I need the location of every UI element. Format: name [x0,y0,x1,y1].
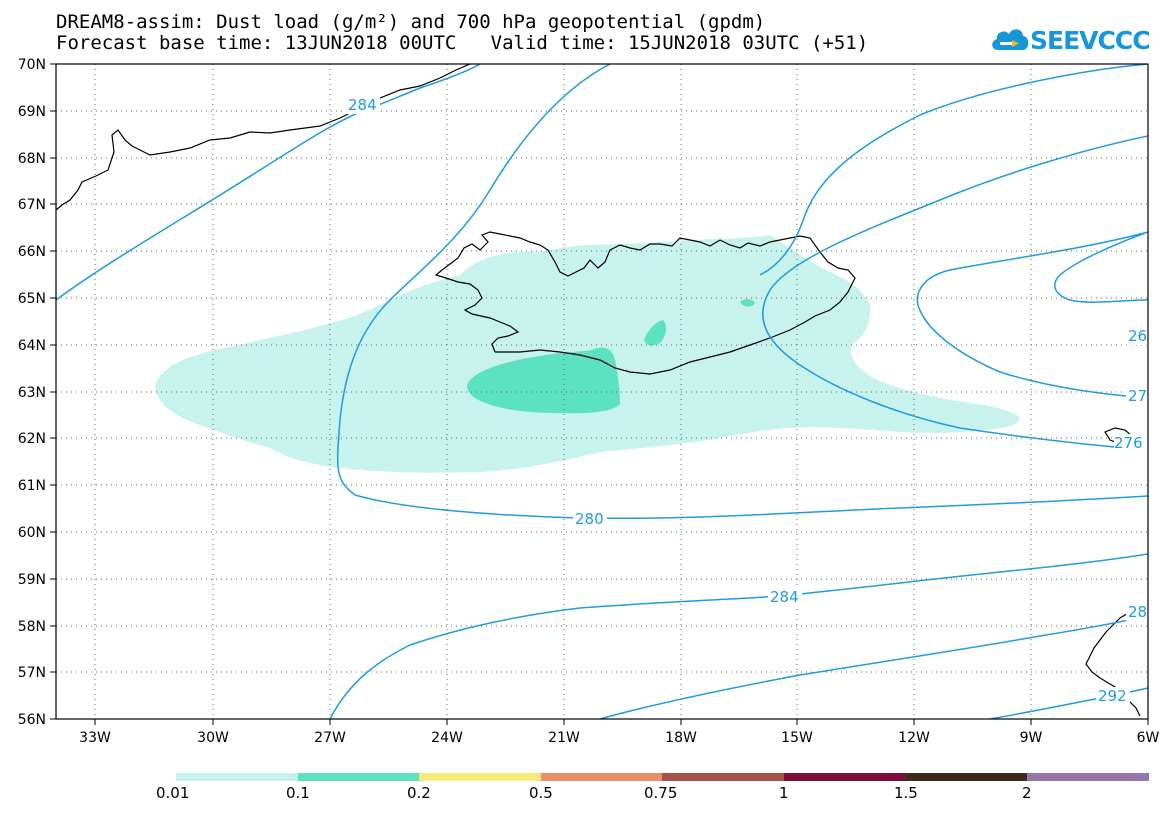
contour-label: 28 [1128,603,1147,621]
title-line-2: Forecast base time: 13JUN2018 00UTC Vali… [56,32,869,54]
lat-label: 67N [18,197,46,213]
lat-label: 69N [18,104,46,120]
lat-label: 59N [18,572,46,588]
lat-label: 63N [18,385,46,401]
colorbar-swatch [784,773,906,781]
colorbar-swatch [176,773,298,781]
contour-label: 280 [575,510,604,528]
lon-label: 21W [548,730,580,746]
logo-text: SEEVCCC [1030,26,1151,55]
contour-272-line [762,135,1148,451]
lat-label: 70N [18,57,46,73]
lon-label: 12W [898,730,930,746]
lat-label: 68N [18,151,46,167]
contour-276b-line [759,64,1148,276]
longitude-labels: 33W 30W 27W 24W 21W 18W 15W 12W 9W 6W [79,730,1159,746]
lon-label: 24W [431,730,463,746]
lon-label: 33W [79,730,111,746]
colorbar-label: 0.2 [407,784,431,802]
colorbar-swatch [1027,773,1149,781]
lat-label: 62N [18,431,46,447]
lat-label: 61N [18,478,46,494]
colorbar [176,773,1149,781]
lat-label: 65N [18,291,46,307]
cloud-icon [992,29,1029,50]
contour-264-line [1054,231,1148,303]
colorbar-swatch [906,773,1027,781]
axis-ticks [50,63,1149,725]
dust-patch-1 [644,320,667,346]
contour-280-line [336,64,1148,520]
contour-label: 27 [1128,387,1147,405]
lon-label: 18W [665,730,697,746]
contour-labels: 284 280 284 26 27 276 28 292 [346,96,1148,705]
contour-label: 284 [348,96,377,114]
contour-label: 284 [770,588,799,606]
iceland-coast [434,231,856,375]
colorbar-label: 0.5 [529,784,553,802]
colorbar-label: 0.75 [644,784,678,802]
lat-label: 60N [18,525,46,541]
lon-label: 6W [1137,730,1160,746]
title-line-1: DREAM8-assim: Dust load (g/m²) and 700 h… [56,11,766,33]
lat-label: 58N [18,619,46,635]
colorbar-label: 0.1 [286,784,310,802]
colorbar-swatch [419,773,541,781]
dust-patch-2 [740,299,755,307]
lat-label: 56N [18,712,46,728]
contour-label: 292 [1098,687,1127,705]
lat-label: 64N [18,338,46,354]
contour-288-line [599,615,1148,719]
greenland-coast [56,64,471,211]
lon-label: 15W [781,730,813,746]
colorbar-label: 1.5 [894,784,918,802]
lon-label: 30W [197,730,229,746]
colorbar-label: 0.01 [156,784,190,802]
lon-label: 9W [1020,730,1043,746]
lat-label: 57N [18,665,46,681]
colorbar-swatch [662,773,784,781]
seevccc-logo: SEEVCCC [990,22,1151,60]
colorbar-label: 1 [779,784,789,802]
colorbar-label: 2 [1022,784,1032,802]
contour-label: 276 [1114,434,1143,452]
lon-label: 27W [314,730,346,746]
colorbar-swatch [541,773,662,781]
dust-area-medium [467,347,620,414]
contour-284-line [329,553,1148,719]
colorbar-swatch [298,773,419,781]
dust-shading [155,235,1021,473]
contour-268-line [916,231,1148,399]
geopotential-contours [56,64,1148,719]
contour-label: 26 [1128,327,1147,345]
lat-label: 66N [18,244,46,260]
contour-276-line [56,64,481,301]
latitude-labels: 70N 69N 68N 67N 66N 65N 64N 63N 62N 61N … [18,57,46,728]
